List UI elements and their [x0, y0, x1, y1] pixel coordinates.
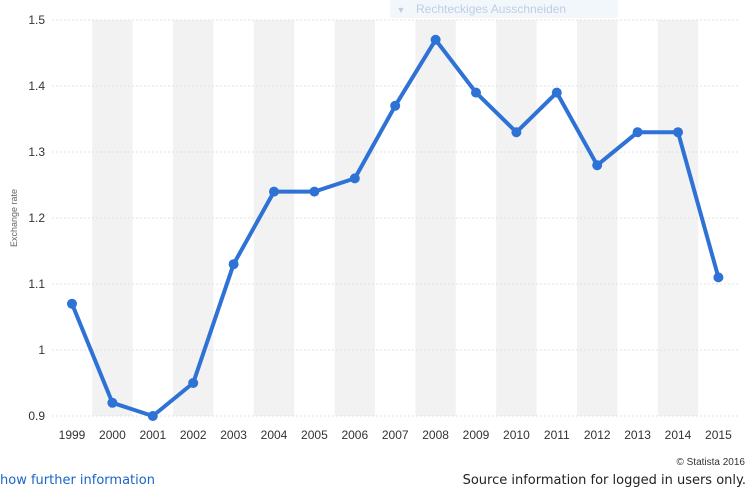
x-tick-label: 2013	[624, 428, 651, 442]
x-tick-label: 2009	[463, 428, 490, 442]
x-tick-label: 2005	[301, 428, 328, 442]
x-tick-label: 2010	[503, 428, 530, 442]
statista-credit: © Statista 2016	[676, 457, 745, 468]
data-point-2003	[228, 259, 239, 270]
data-point-2005	[309, 186, 320, 197]
x-tick-label: 2008	[422, 428, 449, 442]
y-tick-label: 1.3	[28, 145, 45, 159]
data-point-2007	[390, 100, 401, 111]
y-axis-tick-labels: 0.9 1 1.1 1.2 1.3 1.4 1.5	[28, 13, 45, 423]
y-axis-title: Exchange rate	[9, 189, 19, 247]
y-tick-label: 1.5	[28, 13, 45, 27]
data-point-2012	[592, 160, 603, 171]
data-point-2008	[430, 34, 441, 45]
crop-tooltip-label: Rechteckiges Ausschneiden	[416, 2, 567, 16]
show-further-information-link[interactable]: how further information	[0, 473, 155, 488]
x-tick-label: 2007	[382, 428, 409, 442]
y-tick-label: 1.2	[28, 211, 45, 225]
crop-tooltip-overlay: ▼ Rechteckiges Ausschneiden	[390, 0, 618, 18]
horizontal-gridlines	[52, 19, 740, 417]
x-tick-label: 2012	[584, 428, 611, 442]
data-point-2015	[713, 272, 724, 283]
data-point-2002	[188, 378, 199, 388]
category-bands	[92, 20, 699, 416]
data-point-2000	[107, 397, 118, 408]
data-point-2006	[349, 173, 360, 184]
x-tick-label: 1999	[59, 428, 86, 442]
x-tick-label: 2006	[341, 428, 368, 442]
data-point-1999	[67, 298, 77, 309]
data-point-2013	[632, 127, 643, 138]
data-point-2001	[147, 411, 158, 421]
x-tick-label: 2004	[261, 428, 288, 442]
y-tick-label: 1.4	[28, 79, 45, 93]
series-line	[70, 37, 721, 418]
y-tick-label: 1	[38, 343, 45, 357]
data-point-2009	[471, 87, 481, 98]
x-tick-label: 2015	[705, 428, 732, 442]
x-tick-label: 2003	[220, 428, 247, 442]
x-tick-label: 2014	[665, 428, 692, 442]
data-point-2004	[269, 186, 279, 197]
x-tick-label: 2001	[139, 428, 166, 442]
x-tick-label: 2000	[99, 428, 126, 442]
data-points	[67, 34, 724, 421]
x-axis-tick-labels: 1999 2000 2001 2002 2003 2004 2005 2006 2007 2008…	[59, 428, 732, 442]
x-tick-label: 2011	[544, 428, 570, 442]
y-tick-label: 1.1	[28, 277, 45, 291]
data-point-2010	[511, 127, 522, 138]
chevron-down-icon: ▼	[396, 5, 406, 15]
data-point-2011	[551, 87, 562, 98]
x-tick-label: 2002	[180, 428, 207, 442]
source-note: Source information for logged in users o…	[462, 473, 746, 488]
y-tick-label: 0.9	[28, 409, 45, 423]
data-point-2014	[673, 127, 683, 138]
